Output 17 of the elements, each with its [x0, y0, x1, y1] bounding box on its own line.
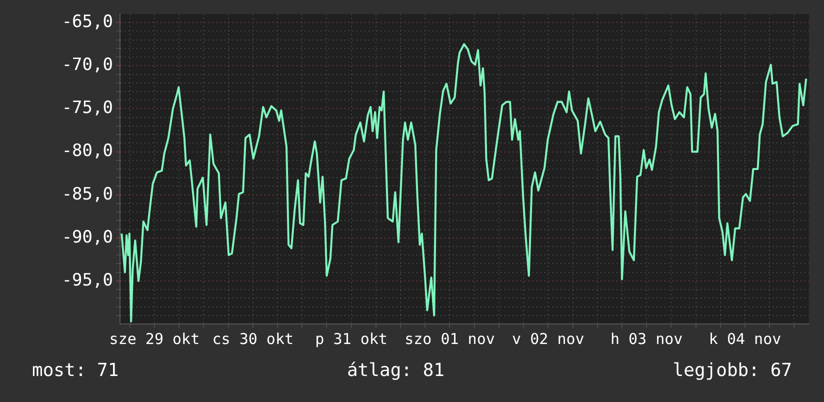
x-tick-label: szo 01 nov: [404, 330, 495, 348]
x-tick-label: sze 29 okt: [109, 330, 200, 348]
x-tick-label: p 31 okt: [315, 330, 388, 348]
x-tick-label: k 04 nov: [708, 330, 782, 348]
x-tick-label: v 02 nov: [512, 330, 584, 348]
text: most: 71: [32, 360, 119, 381]
y-tick-label: -65,0: [62, 12, 113, 32]
y-tick-label: -90,0: [62, 227, 113, 248]
text: legjobb: 67: [672, 360, 792, 381]
x-tick-label: cs 30 okt: [212, 330, 294, 348]
text: átlag: 81: [346, 360, 445, 381]
x-tick-label: h 03 nov: [610, 330, 683, 348]
y-tick-label: -70,0: [62, 55, 113, 76]
y-tick-label: -95,0: [62, 270, 113, 290]
y-tick-label: -85,0: [62, 184, 113, 204]
y-tick-label: -75,0: [62, 98, 113, 118]
y-tick-label: -80,0: [62, 141, 113, 162]
